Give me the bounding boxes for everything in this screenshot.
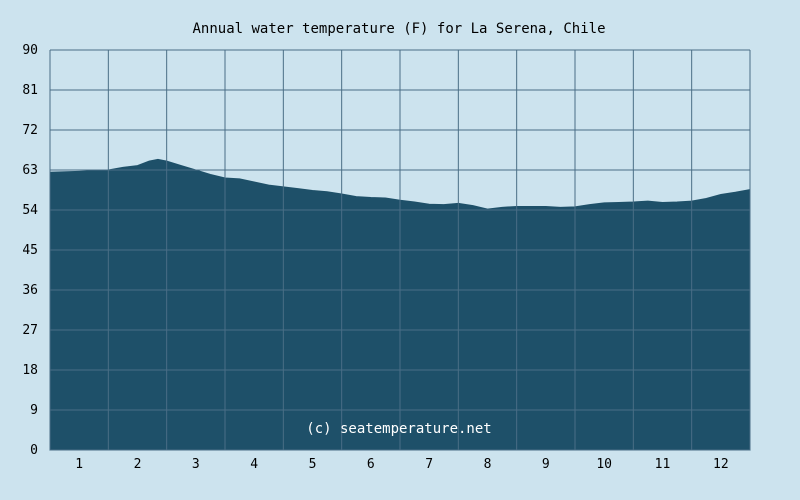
x-tick-label: 2 (134, 457, 142, 472)
y-tick-labels: 0 9 18 27 36 45 54 63 72 81 90 (22, 43, 38, 458)
chart-title: Annual water temperature (F) for La Sere… (192, 21, 605, 37)
y-tick-label: 63 (22, 163, 38, 178)
x-tick-label: 10 (596, 457, 612, 472)
x-tick-label: 12 (713, 457, 729, 472)
y-tick-label: 36 (22, 283, 38, 298)
x-tick-labels: 1 2 3 4 5 6 7 8 9 10 11 12 (75, 457, 728, 472)
watermark-text: (c) seatemperature.net (306, 421, 491, 437)
y-tick-label: 72 (22, 123, 38, 138)
y-tick-label: 90 (22, 43, 38, 58)
x-tick-label: 6 (367, 457, 375, 472)
y-tick-label: 18 (22, 363, 38, 378)
x-tick-label: 3 (192, 457, 200, 472)
y-tick-label: 9 (30, 403, 38, 418)
x-tick-label: 4 (250, 457, 258, 472)
x-tick-label: 5 (309, 457, 317, 472)
x-tick-label: 7 (425, 457, 433, 472)
x-tick-label: 1 (75, 457, 83, 472)
y-tick-label: 0 (30, 443, 38, 458)
axis-layer (49, 50, 751, 450)
y-tick-label: 81 (22, 83, 38, 98)
x-tick-label: 11 (655, 457, 671, 472)
y-tick-label: 54 (22, 203, 38, 218)
x-tick-label: 9 (542, 457, 550, 472)
y-tick-label: 27 (22, 323, 38, 338)
x-tick-label: 8 (484, 457, 492, 472)
y-tick-label: 45 (22, 243, 38, 258)
